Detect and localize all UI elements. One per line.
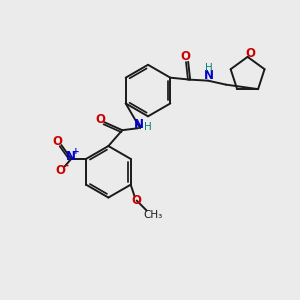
Text: O: O — [246, 47, 256, 60]
Text: -: - — [64, 161, 68, 171]
Text: N: N — [204, 69, 214, 82]
Text: O: O — [95, 113, 106, 126]
Text: +: + — [72, 148, 80, 157]
Text: O: O — [180, 50, 190, 63]
Text: N: N — [134, 118, 144, 131]
Text: O: O — [132, 194, 142, 207]
Text: N: N — [66, 150, 76, 164]
Text: O: O — [55, 164, 65, 177]
Text: O: O — [52, 135, 62, 148]
Text: CH₃: CH₃ — [144, 210, 163, 220]
Text: H: H — [205, 63, 213, 73]
Text: H: H — [144, 122, 152, 132]
